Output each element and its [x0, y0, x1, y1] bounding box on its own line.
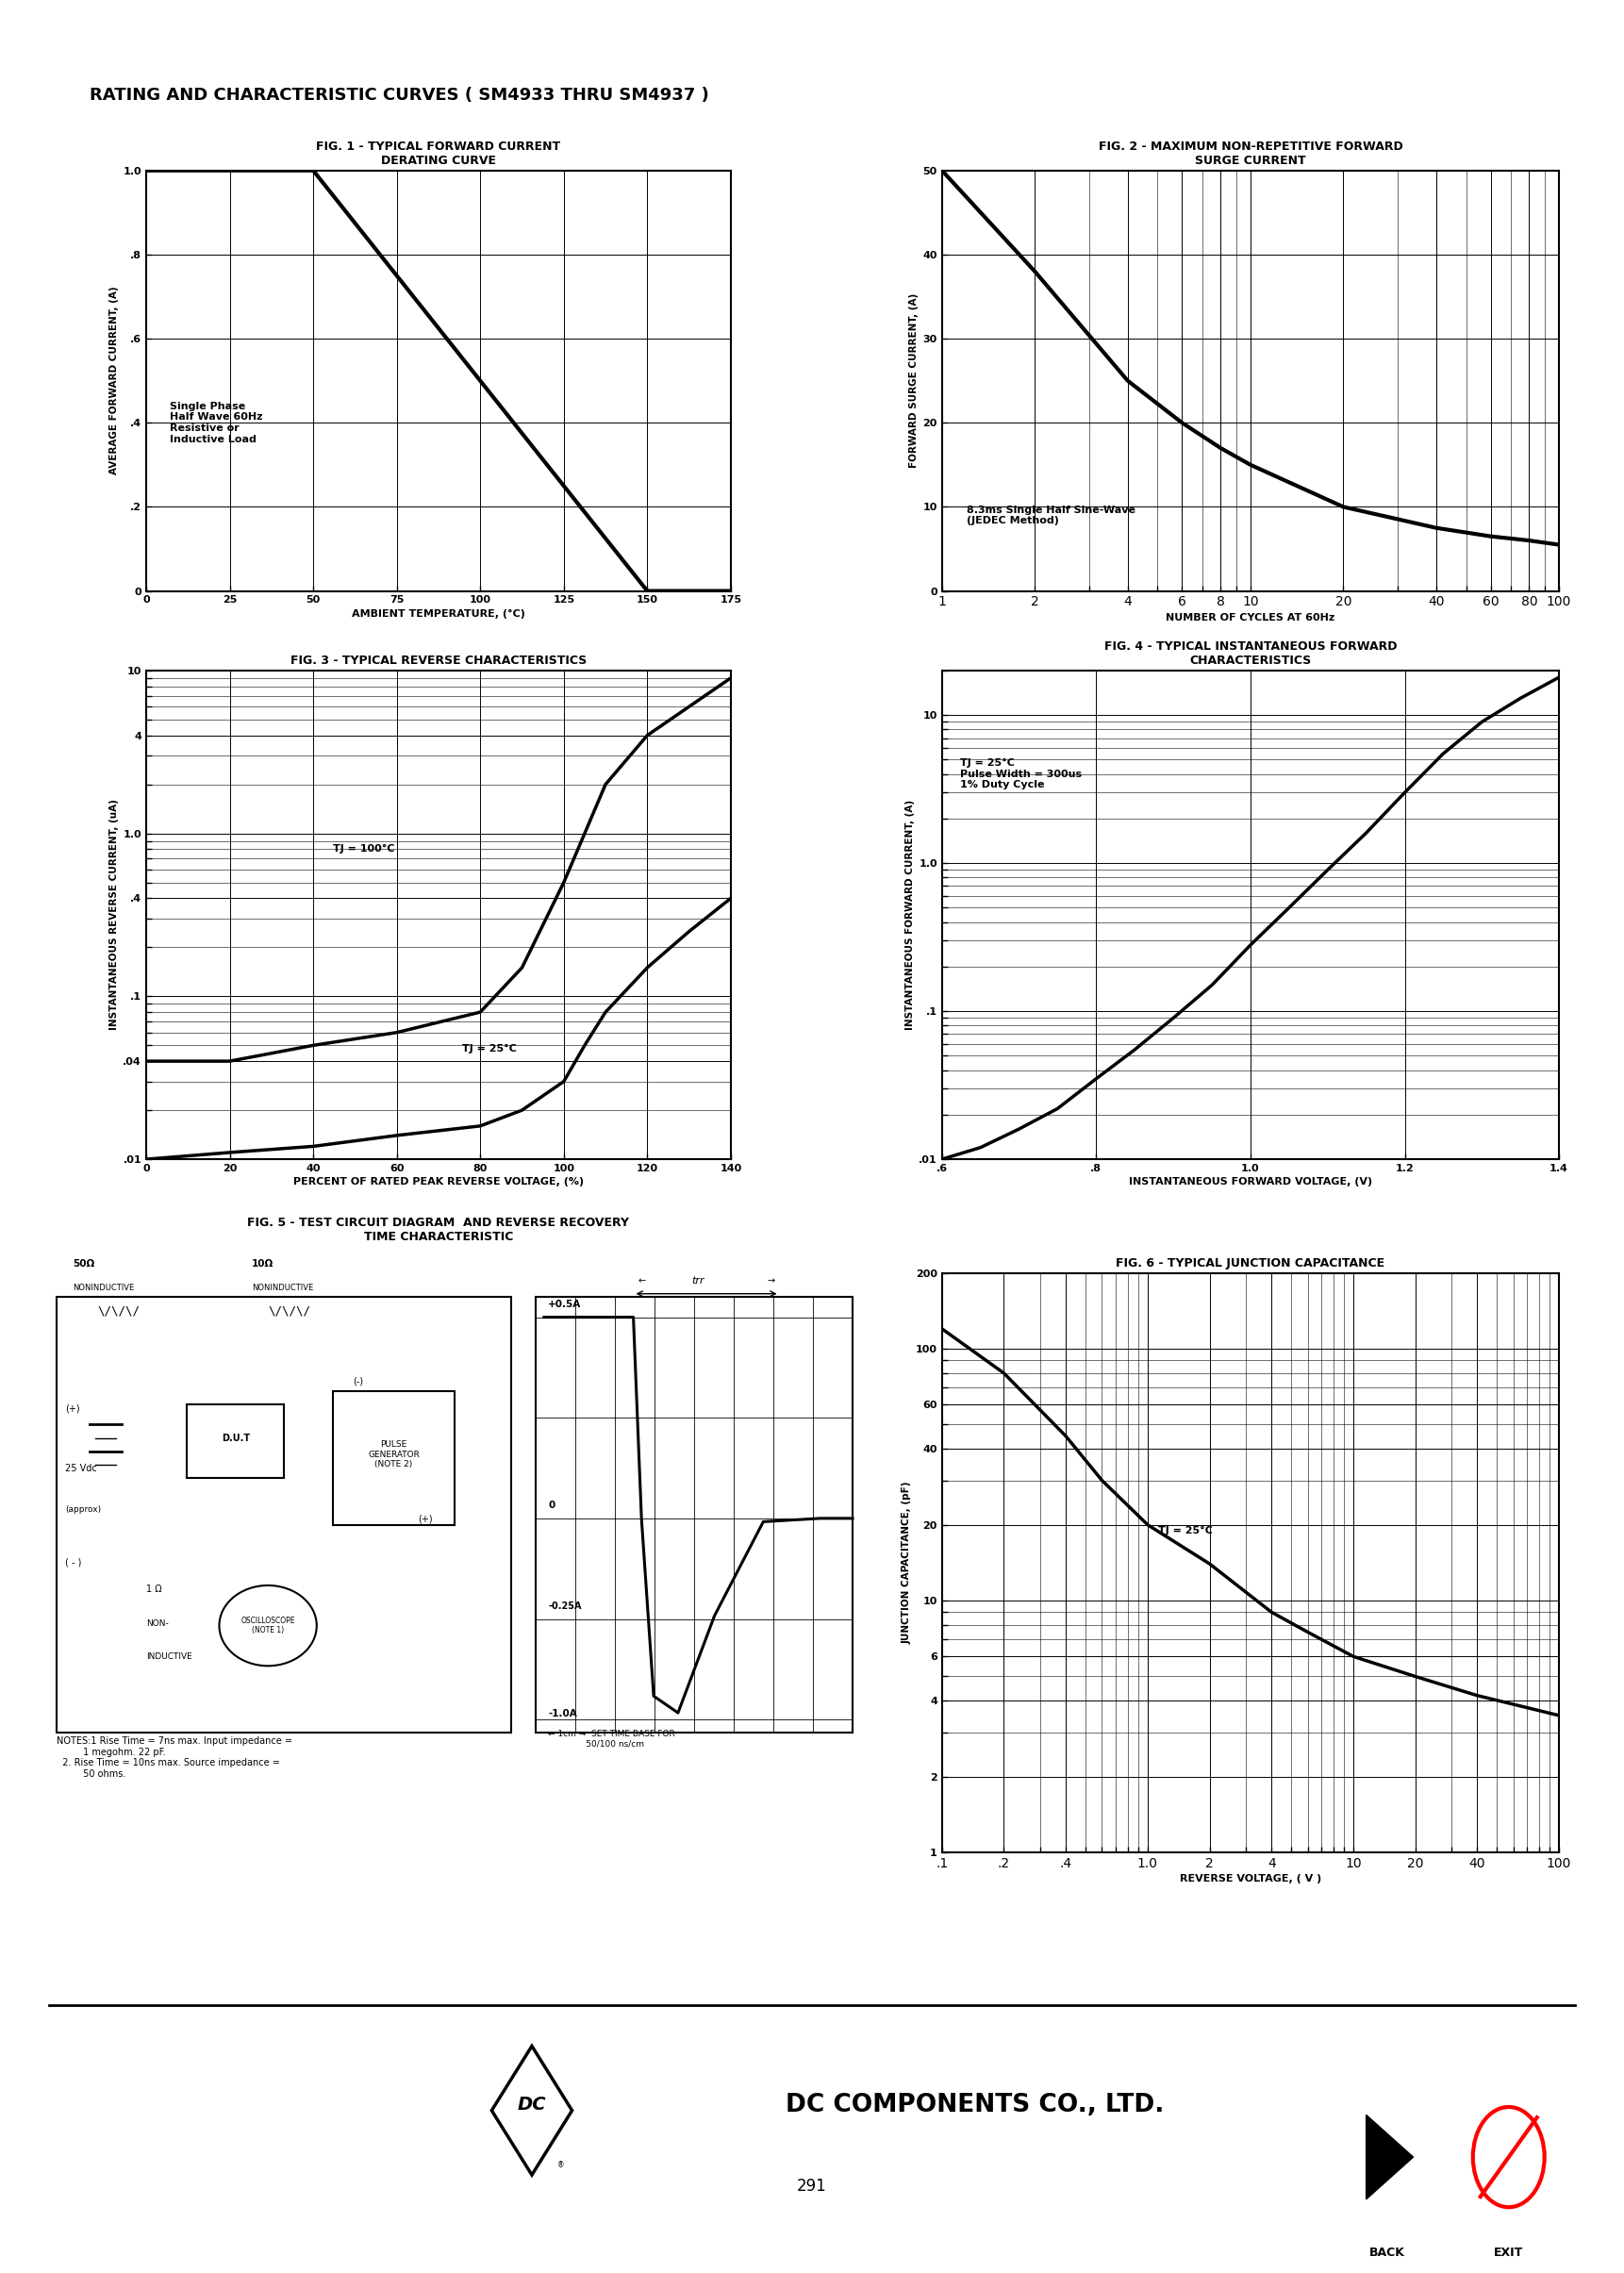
Text: 0: 0 [549, 1500, 555, 1509]
Text: DC: DC [518, 2096, 546, 2114]
Polygon shape [1366, 2114, 1413, 2200]
Text: Single Phase
Half Wave 60Hz
Resistive or
Inductive Load: Single Phase Half Wave 60Hz Resistive or… [169, 402, 263, 443]
Y-axis label: INSTANTANEOUS REVERSE CURRENT, (uA): INSTANTANEOUS REVERSE CURRENT, (uA) [109, 800, 119, 1030]
Text: RATING AND CHARACTERISTIC CURVES ( SM4933 THRU SM4937 ): RATING AND CHARACTERISTIC CURVES ( SM493… [89, 86, 708, 102]
Text: TJ = 25°C: TJ = 25°C [461, 1043, 516, 1055]
Title: FIG. 1 - TYPICAL FORWARD CURRENT
DERATING CURVE: FIG. 1 - TYPICAL FORWARD CURRENT DERATIN… [317, 141, 560, 166]
Text: 291: 291 [797, 2178, 827, 2196]
Bar [187, 1405, 284, 1477]
Text: (+): (+) [419, 1514, 434, 1523]
Text: 25 Vdc: 25 Vdc [65, 1464, 97, 1473]
Text: BACK: BACK [1369, 2246, 1405, 2259]
Text: (+): (+) [65, 1402, 80, 1414]
Text: 1 Ω: 1 Ω [146, 1584, 162, 1593]
Text: \/\/\/: \/\/\/ [97, 1305, 140, 1316]
X-axis label: REVERSE VOLTAGE, ( V ): REVERSE VOLTAGE, ( V ) [1179, 1875, 1322, 1884]
Text: →: → [768, 1275, 775, 1287]
Text: 10Ω: 10Ω [252, 1259, 274, 1268]
Text: EXIT: EXIT [1494, 2246, 1523, 2259]
Text: ←: ← [638, 1275, 645, 1287]
Text: OSCILLOSCOPE
(NOTE 1): OSCILLOSCOPE (NOTE 1) [240, 1616, 296, 1634]
Title: FIG. 4 - TYPICAL INSTANTANEOUS FORWARD
CHARACTERISTICS: FIG. 4 - TYPICAL INSTANTANEOUS FORWARD C… [1104, 641, 1397, 666]
Title: FIG. 2 - MAXIMUM NON-REPETITIVE FORWARD
SURGE CURRENT: FIG. 2 - MAXIMUM NON-REPETITIVE FORWARD … [1098, 141, 1403, 166]
Y-axis label: FORWARD SURGE CURRENT, (A): FORWARD SURGE CURRENT, (A) [909, 293, 919, 468]
X-axis label: PERCENT OF RATED PEAK REVERSE VOLTAGE, (%): PERCENT OF RATED PEAK REVERSE VOLTAGE, (… [294, 1177, 583, 1187]
Text: (-): (-) [354, 1377, 364, 1387]
Text: DC COMPONENTS CO., LTD.: DC COMPONENTS CO., LTD. [784, 2093, 1164, 2116]
Polygon shape [492, 2046, 572, 2175]
Bar [57, 1298, 512, 1732]
Text: D.U.T: D.U.T [221, 1434, 250, 1443]
Y-axis label: INSTANTANEOUS FORWARD CURRENT, (A): INSTANTANEOUS FORWARD CURRENT, (A) [906, 800, 914, 1030]
X-axis label: NUMBER OF CYCLES AT 60Hz: NUMBER OF CYCLES AT 60Hz [1166, 614, 1335, 623]
Y-axis label: JUNCTION CAPACITANCE, (pF): JUNCTION CAPACITANCE, (pF) [903, 1482, 911, 1643]
Text: TJ = 25°C
Pulse Width = 300us
1% Duty Cycle: TJ = 25°C Pulse Width = 300us 1% Duty Cy… [960, 759, 1082, 791]
Text: trr: trr [692, 1275, 705, 1287]
Text: NONINDUCTIVE: NONINDUCTIVE [252, 1284, 313, 1293]
Text: (approx): (approx) [65, 1505, 101, 1514]
Text: ®: ® [557, 2162, 564, 2168]
Text: NONINDUCTIVE: NONINDUCTIVE [73, 1284, 135, 1293]
Text: -1.0A: -1.0A [549, 1709, 577, 1718]
Text: TJ = 100°C: TJ = 100°C [333, 843, 395, 852]
Text: ← 1cm →  SET TIME BASE FOR
              50/100 ns/cm: ← 1cm → SET TIME BASE FOR 50/100 ns/cm [549, 1730, 676, 1748]
Text: -0.25A: -0.25A [549, 1602, 581, 1612]
Text: 8.3ms Single Half Sine-Wave
(JEDEC Method): 8.3ms Single Half Sine-Wave (JEDEC Metho… [966, 505, 1135, 525]
Text: FIG. 5 - TEST CIRCUIT DIAGRAM  AND REVERSE RECOVERY
TIME CHARACTERISTIC: FIG. 5 - TEST CIRCUIT DIAGRAM AND REVERS… [247, 1216, 630, 1243]
Text: TJ = 25°C: TJ = 25°C [1158, 1525, 1213, 1537]
Text: INDUCTIVE: INDUCTIVE [146, 1652, 192, 1662]
Text: NON-: NON- [146, 1618, 169, 1627]
Y-axis label: AVERAGE FORWARD CURRENT, (A): AVERAGE FORWARD CURRENT, (A) [110, 286, 119, 475]
X-axis label: INSTANTANEOUS FORWARD VOLTAGE, (V): INSTANTANEOUS FORWARD VOLTAGE, (V) [1129, 1177, 1372, 1187]
X-axis label: AMBIENT TEMPERATURE, (°C): AMBIENT TEMPERATURE, (°C) [352, 609, 525, 618]
Text: +0.5A: +0.5A [549, 1300, 581, 1309]
Text: PULSE
GENERATOR
(NOTE 2): PULSE GENERATOR (NOTE 2) [369, 1441, 419, 1468]
Text: ( - ): ( - ) [65, 1557, 81, 1566]
Text: 50Ω: 50Ω [73, 1259, 96, 1268]
Text: NOTES:1 Rise Time = 7ns max. Input impedance =
         1 megohm. 22 pF.
  2. Ri: NOTES:1 Rise Time = 7ns max. Input imped… [57, 1737, 292, 1777]
Text: \/\/\/: \/\/\/ [268, 1305, 310, 1316]
Title: FIG. 3 - TYPICAL REVERSE CHARACTERISTICS: FIG. 3 - TYPICAL REVERSE CHARACTERISTICS [291, 655, 586, 666]
Bar [333, 1391, 455, 1525]
Bar [536, 1298, 853, 1732]
Title: FIG. 6 - TYPICAL JUNCTION CAPACITANCE: FIG. 6 - TYPICAL JUNCTION CAPACITANCE [1116, 1257, 1385, 1268]
